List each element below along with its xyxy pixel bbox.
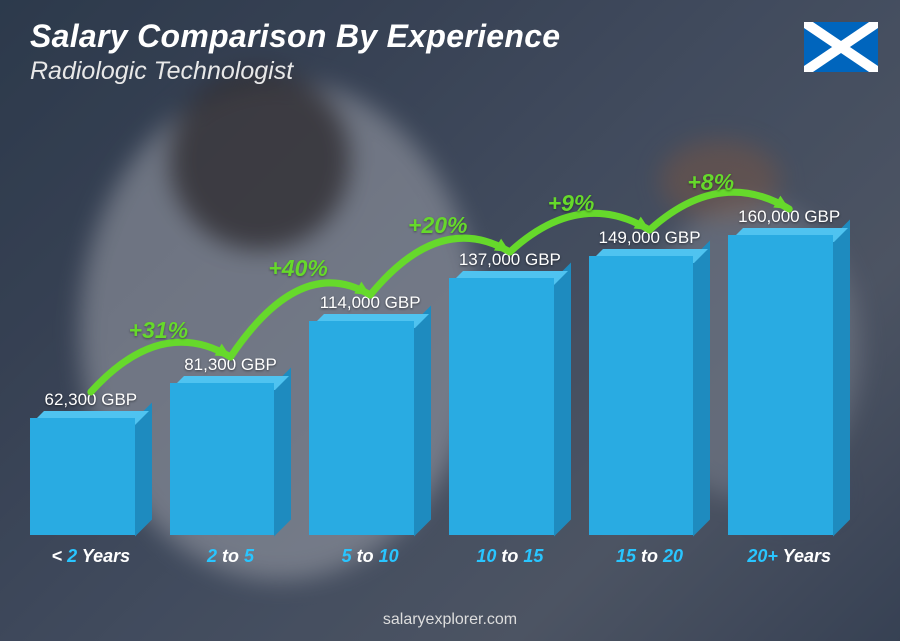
x-axis-label: < 2 Years (30, 546, 152, 567)
x-axis-label: 2 to 5 (170, 546, 292, 567)
bar-value-label: 81,300 GBP (184, 355, 277, 375)
bar (449, 278, 571, 535)
scotland-flag-icon (804, 22, 878, 72)
bar-column: 81,300 GBP (170, 355, 292, 535)
bar-column: 114,000 GBP (309, 293, 431, 535)
bar (728, 235, 850, 535)
footer-text: salaryexplorer.com (383, 611, 517, 628)
bar-column: 149,000 GBP (589, 228, 711, 535)
x-axis-labels: < 2 Years 2 to 5 5 to 10 10 to 15 15 to 20 20… (30, 546, 850, 567)
chart-title: Salary Comparison By Experience (30, 18, 560, 55)
bar-value-label: 149,000 GBP (598, 228, 700, 248)
infographic-stage: Salary Comparison By Experience Radiolog… (0, 0, 900, 641)
bar (30, 418, 152, 535)
bar-chart: 62,300 GBP 81,300 GBP 114,000 GBP 137,000 G… (30, 130, 850, 561)
bar-value-label: 137,000 GBP (459, 250, 561, 270)
x-axis-label: 15 to 20 (589, 546, 711, 567)
bar (309, 321, 431, 535)
chart-subtitle: Radiologic Technologist (30, 57, 560, 86)
footer-attribution: salaryexplorer.com (0, 611, 900, 629)
x-axis-label: 10 to 15 (449, 546, 571, 567)
bar-column: 160,000 GBP (728, 207, 850, 535)
title-block: Salary Comparison By Experience Radiolog… (30, 18, 560, 86)
bar-column: 137,000 GBP (449, 250, 571, 535)
bar-value-label: 114,000 GBP (320, 293, 421, 313)
bar-column: 62,300 GBP (30, 390, 152, 535)
x-axis-label: 5 to 10 (309, 546, 431, 567)
bars-container: 62,300 GBP 81,300 GBP 114,000 GBP 137,000 G… (30, 130, 850, 535)
bar (589, 256, 711, 535)
x-axis-label: 20+ Years (728, 546, 850, 567)
bar-value-label: 62,300 GBP (45, 390, 138, 410)
bar-value-label: 160,000 GBP (738, 207, 840, 227)
bar (170, 383, 292, 535)
